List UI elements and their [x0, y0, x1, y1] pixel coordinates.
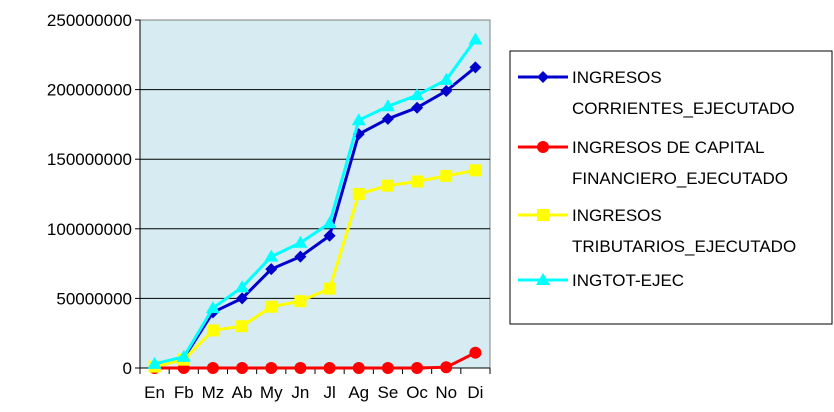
data-point — [440, 84, 453, 97]
y-tick-label: 0 — [123, 359, 132, 378]
series-layer — [147, 32, 483, 374]
series-2 — [148, 346, 482, 374]
data-point — [322, 216, 337, 229]
y-tick-label: 150000000 — [47, 150, 132, 169]
legend-label: INGRESOS — [572, 68, 662, 87]
x-tick-label: Ag — [348, 383, 369, 402]
data-point — [293, 235, 308, 248]
data-point — [265, 263, 278, 276]
data-point — [235, 280, 250, 293]
data-point — [294, 362, 307, 374]
legend-entry: INGRESOS TRIBUTARIOS_EJECUTADO — [518, 206, 796, 256]
legend-entry: INGTOT-EJEC — [518, 271, 684, 290]
data-point — [381, 362, 394, 374]
data-point — [236, 292, 249, 305]
data-point — [323, 362, 336, 374]
x-tick-label: Fb — [174, 383, 194, 402]
legend-entry: INGRESOS CORRIENTES_EJECUTADO — [518, 68, 795, 118]
legend-label: CORRIENTES_EJECUTADO — [572, 99, 795, 118]
legend-label: INGRESOS DE CAPITAL — [572, 138, 764, 157]
x-tick-label: En — [144, 383, 165, 402]
data-point — [265, 300, 278, 313]
data-point — [351, 113, 366, 126]
data-point — [323, 229, 336, 242]
data-point — [206, 324, 219, 337]
axes: 0 50000000 100000000 150000000 200000000 2500… — [47, 11, 491, 402]
data-point — [294, 250, 307, 263]
data-point — [147, 356, 162, 369]
y-tick-label: 50000000 — [56, 289, 132, 308]
data-point — [439, 72, 454, 85]
data-point — [294, 295, 307, 308]
data-point — [469, 61, 482, 74]
data-point — [381, 112, 394, 125]
x-tick-label: Se — [378, 383, 399, 402]
data-point — [264, 249, 279, 262]
plot-area — [139, 19, 491, 369]
data-point — [411, 175, 424, 188]
data-point — [411, 101, 424, 114]
data-point — [265, 362, 278, 374]
legend-label: INGRESOS — [572, 206, 662, 225]
data-point — [205, 301, 220, 314]
series-4 — [147, 32, 483, 369]
data-point — [381, 179, 394, 192]
legend-swatch-marker — [536, 273, 550, 285]
legend-entry: INGRESOS DE CAPITAL FINANCIERO_EJECUTADO — [518, 138, 788, 188]
data-point — [176, 349, 191, 362]
data-point — [352, 362, 365, 374]
data-point — [440, 361, 453, 374]
legend-swatch-marker — [537, 209, 549, 221]
x-tick-label: My — [260, 383, 283, 402]
data-point — [440, 169, 453, 182]
data-point — [323, 282, 336, 295]
data-point — [469, 346, 482, 359]
x-tick-label: Di — [467, 383, 483, 402]
y-tick-label: 100000000 — [47, 220, 132, 239]
data-point — [236, 320, 249, 333]
x-tick-label: Ab — [232, 383, 253, 402]
data-point — [352, 188, 365, 200]
data-point — [380, 99, 395, 112]
x-tick-label: Oc — [406, 383, 428, 402]
data-point — [410, 88, 425, 101]
data-point — [468, 32, 483, 45]
x-tick-label: Jl — [323, 383, 335, 402]
series-line — [154, 38, 477, 366]
data-point — [206, 362, 219, 374]
x-tick-label: No — [435, 383, 457, 402]
data-point — [236, 362, 249, 374]
data-point — [469, 164, 482, 177]
series-line — [154, 66, 477, 367]
legend-swatch-marker — [537, 71, 549, 83]
y-tick-label: 200000000 — [47, 81, 132, 100]
gridlines — [140, 89, 490, 299]
x-tick-label: Mz — [202, 383, 225, 402]
legend-label: INGTOT-EJEC — [572, 271, 684, 290]
x-tick-label: Jn — [291, 383, 309, 402]
y-tick-label: 250000000 — [47, 11, 132, 30]
data-point — [411, 362, 424, 374]
legend: INGRESOS CORRIENTES_EJECUTADO INGRESOS DE … — [509, 50, 833, 325]
legend-label: TRIBUTARIOS_EJECUTADO — [572, 237, 796, 256]
legend-swatch-marker — [537, 141, 549, 153]
legend-label: FINANCIERO_EJECUTADO — [572, 169, 788, 188]
